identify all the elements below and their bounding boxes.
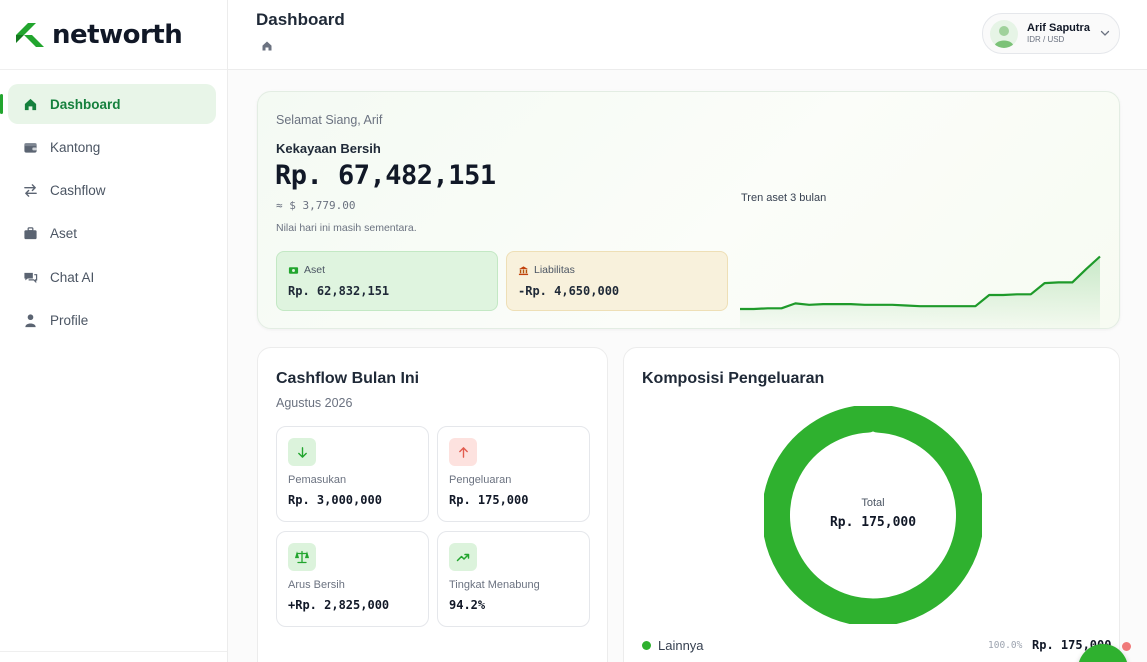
networth-label: Kekayaan Bersih xyxy=(276,141,381,156)
sidebar-item-kantong[interactable]: Kantong xyxy=(8,127,216,167)
arrow-up-icon xyxy=(449,438,477,466)
asset-summary[interactable]: Aset Rp. 62,832,151 xyxy=(276,251,498,311)
stat-value: Rp. 175,000 xyxy=(449,493,529,507)
sidebar-item-label: Aset xyxy=(50,226,78,242)
arrow-down-icon xyxy=(288,438,316,466)
sidebar-item-aset[interactable]: Aset xyxy=(8,214,216,254)
sidebar-item-dashboard[interactable]: Dashboard xyxy=(0,84,216,124)
brand-name: networth xyxy=(52,20,183,50)
user-menu[interactable]: Arif Saputra IDR / USD xyxy=(982,13,1120,54)
liability-label: Liabilitas xyxy=(534,264,575,276)
user-currency: IDR / USD xyxy=(1027,35,1065,44)
sidebar-item-chat-ai[interactable]: Chat AI xyxy=(8,257,216,297)
sidebar-item-label: Chat AI xyxy=(50,269,95,285)
logo[interactable]: networth xyxy=(14,18,183,52)
sidebar: networth Dashboard Kantong Cashflow Ase xyxy=(0,0,228,662)
sidebar-item-label: Profile xyxy=(50,312,89,328)
stat-value: Rp. 3,000,000 xyxy=(288,493,382,507)
asset-value: Rp. 62,832,151 xyxy=(288,284,390,298)
stat-income[interactable]: Pemasukan Rp. 3,000,000 xyxy=(276,426,429,522)
cashflow-period: Agustus 2026 xyxy=(276,396,353,410)
greeting-text: Selamat Siang, Arif xyxy=(276,113,383,127)
liability-value: -Rp. 4,650,000 xyxy=(518,284,620,298)
networth-usd-value: ≈ $ 3,779.00 xyxy=(276,199,356,212)
avatar xyxy=(990,19,1018,48)
sidebar-nav: Dashboard Kantong Cashflow Aset Chat AI xyxy=(0,84,216,344)
legend-item-name: Lainnya xyxy=(658,638,704,653)
stat-label: Pengeluaran xyxy=(449,474,512,486)
sidebar-item-label: Kantong xyxy=(50,139,101,155)
briefcase-icon xyxy=(22,226,38,242)
trend-line xyxy=(740,255,1101,311)
divider xyxy=(0,651,227,652)
stat-savings-rate[interactable]: Tingkat Menabung 94.2% xyxy=(437,531,590,627)
arrows-exchange-icon xyxy=(22,183,38,199)
user-icon xyxy=(22,312,38,328)
trend-area xyxy=(740,256,1100,328)
donut-total-label: Total xyxy=(861,497,885,509)
divider xyxy=(0,69,227,70)
top-header: Dashboard Arif Saputra IDR / USD xyxy=(228,0,1147,70)
stat-value: +Rp. 2,825,000 xyxy=(288,598,390,612)
expense-donut-chart xyxy=(764,406,982,624)
breadcrumb-home-icon[interactable] xyxy=(261,40,273,52)
logo-mark-icon xyxy=(16,23,44,47)
cashflow-card: Cashflow Bulan Ini Agustus 2026 Pemasuka… xyxy=(257,347,608,662)
scale-icon xyxy=(288,543,316,571)
legend-item-percent: 100.0% xyxy=(988,640,1023,651)
legend-color-dot xyxy=(642,641,651,650)
donut-slice-lainnya[interactable] xyxy=(764,406,982,624)
sidebar-item-label: Dashboard xyxy=(50,96,121,112)
chat-icon xyxy=(22,269,38,285)
wallet-icon xyxy=(22,139,38,155)
home-icon xyxy=(22,96,38,112)
stat-expense[interactable]: Pengeluaran Rp. 175,000 xyxy=(437,426,590,522)
sidebar-item-profile[interactable]: Profile xyxy=(8,300,216,340)
expense-composition-card: Komposisi Pengeluaran Total Rp. 175,000 … xyxy=(623,347,1120,662)
chevron-down-icon xyxy=(1100,30,1110,36)
user-name: Arif Saputra xyxy=(1027,22,1090,34)
stat-net-flow[interactable]: Arus Bersih +Rp. 2,825,000 xyxy=(276,531,429,627)
networth-value: Rp. 67,482,151 xyxy=(275,160,496,191)
donut-total-value: Rp. 175,000 xyxy=(829,515,917,530)
floating-action-button[interactable] xyxy=(1078,644,1128,662)
trend-label: Tren aset 3 bulan xyxy=(741,192,827,204)
networth-note: Nilai hari ini masih sementara. xyxy=(276,222,417,234)
stat-label: Tingkat Menabung xyxy=(449,579,540,591)
liability-summary[interactable]: Liabilitas -Rp. 4,650,000 xyxy=(506,251,728,311)
money-icon xyxy=(288,266,299,274)
asset-label: Aset xyxy=(304,264,326,276)
cashflow-title: Cashflow Bulan Ini xyxy=(276,370,420,387)
networth-card: Selamat Siang, Arif Kekayaan Bersih Rp. … xyxy=(257,91,1120,329)
sidebar-item-label: Cashflow xyxy=(50,183,106,199)
notification-dot xyxy=(1122,642,1131,651)
stat-label: Pemasukan xyxy=(288,474,347,486)
composition-title: Komposisi Pengeluaran xyxy=(642,370,825,387)
page-title: Dashboard xyxy=(256,10,345,29)
trending-up-icon xyxy=(449,543,477,571)
sidebar-item-cashflow[interactable]: Cashflow xyxy=(8,171,216,211)
asset-trend-sparkline xyxy=(740,255,1101,328)
stat-value: 94.2% xyxy=(449,598,486,612)
bank-icon xyxy=(518,265,529,275)
stat-label: Arus Bersih xyxy=(288,579,345,591)
